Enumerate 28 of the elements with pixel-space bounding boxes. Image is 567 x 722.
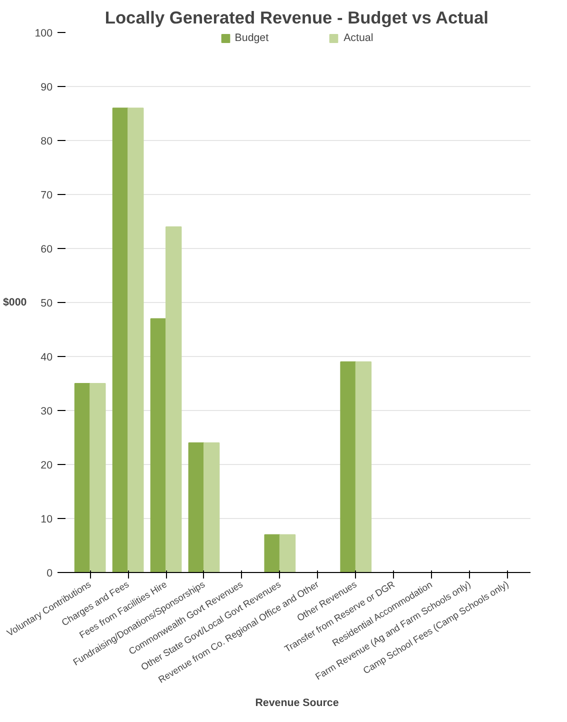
y-tick-label: 0: [46, 568, 53, 580]
y-tick-label: 80: [40, 136, 53, 148]
y-tick-label: 100: [34, 28, 53, 40]
bar: [74, 383, 91, 572]
bar: [150, 318, 167, 572]
bar: [90, 383, 106, 572]
y-tick-label: 40: [40, 352, 53, 364]
bar: [112, 108, 129, 572]
bar: [188, 442, 204, 572]
y-axis-title: $000: [3, 296, 27, 308]
y-tick-label: 60: [40, 244, 53, 256]
bar: [203, 442, 220, 572]
legend-label: Budget: [234, 32, 269, 44]
bar: [128, 108, 144, 572]
y-tick-label: 10: [40, 514, 53, 526]
y-tick-label: 30: [40, 406, 53, 418]
y-tick-label: 90: [40, 82, 53, 94]
legend-label: Actual: [344, 32, 374, 44]
bar: [340, 361, 356, 572]
y-tick-label: 50: [40, 298, 53, 310]
y-tick-label: 70: [40, 190, 53, 202]
bar: [279, 534, 296, 572]
bar: [264, 534, 280, 572]
bar: [166, 226, 182, 572]
y-tick-label: 20: [40, 460, 53, 472]
chart-title: Locally Generated Revenue - Budget vs Actual: [104, 8, 488, 28]
bar: [355, 361, 372, 572]
x-axis-title: Revenue Source: [255, 697, 339, 710]
